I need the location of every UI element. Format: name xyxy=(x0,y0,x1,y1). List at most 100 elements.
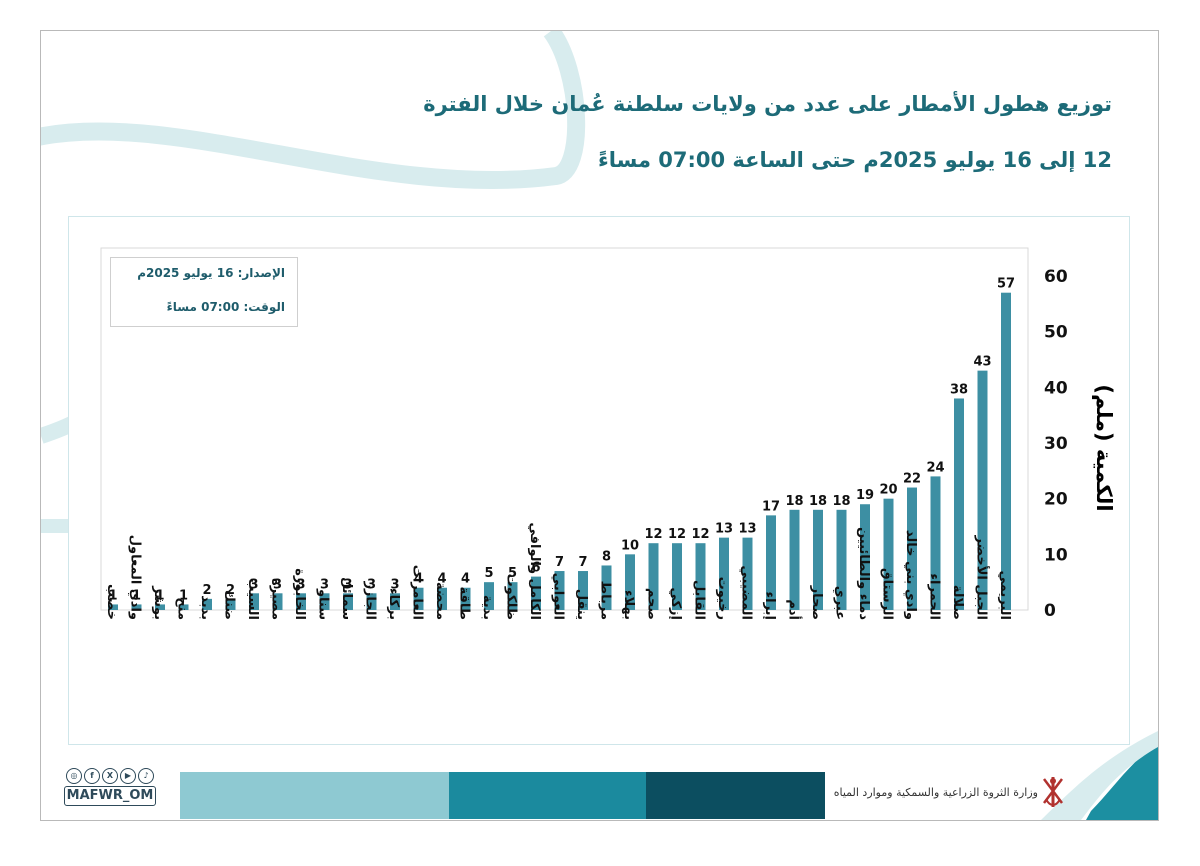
bar-11 xyxy=(343,593,353,610)
bar-value-label: 17 xyxy=(762,499,780,514)
deco-corner-right xyxy=(1086,743,1158,820)
tiktok-icon[interactable]: ♪ xyxy=(138,768,154,784)
bar-23 xyxy=(625,554,635,610)
bar-value-label: 8 xyxy=(602,549,611,564)
y-tick-label: 40 xyxy=(1044,378,1068,398)
y-tick-label: 50 xyxy=(1044,323,1068,343)
instagram-icon[interactable]: ◎ xyxy=(66,768,82,784)
x-tick-label: الكامل والوافي xyxy=(527,522,542,620)
facebook-icon[interactable]: f xyxy=(84,768,100,784)
bar-value-label: 18 xyxy=(785,494,803,509)
deco-band-left xyxy=(41,519,69,533)
bar-17 xyxy=(484,582,494,610)
x-tick-label: البريمي xyxy=(997,571,1012,620)
bar-value-label: 3 xyxy=(390,577,399,592)
bar-37 xyxy=(954,398,964,610)
bar-1 xyxy=(108,604,118,610)
bar-26 xyxy=(695,543,706,610)
x-tick-label: القابل xyxy=(692,580,707,620)
bar-value-label: 3 xyxy=(320,577,329,592)
bar-19 xyxy=(531,576,541,610)
bar-value-label: 10 xyxy=(621,538,639,553)
bar-32 xyxy=(836,509,847,610)
x-tick-label: العوابي xyxy=(551,573,566,620)
bar-value-label: 6 xyxy=(531,561,540,576)
x-tick-label: إزكي xyxy=(668,587,683,620)
bar-value-label: 1 xyxy=(108,588,117,603)
x-tick-label: سناو xyxy=(316,588,331,620)
bar-13 xyxy=(390,593,400,610)
bar-22 xyxy=(601,565,612,610)
x-tick-label: صلالة xyxy=(950,585,965,620)
x-tick-label: الجازر xyxy=(363,580,378,620)
bar-value-label: 5 xyxy=(508,566,517,581)
bar-27 xyxy=(719,537,729,610)
x-tick-label: الحمراء xyxy=(927,573,942,620)
bar-21 xyxy=(578,571,588,610)
bar-value-label: 22 xyxy=(903,472,921,487)
x-tick-label: صحم xyxy=(645,588,660,620)
footer-bar-mid xyxy=(448,772,646,819)
y-tick-label: 30 xyxy=(1044,434,1068,454)
bar-value-label: 57 xyxy=(997,277,1015,292)
x-tick-label: مرباط xyxy=(598,581,613,620)
bar-value-label: 38 xyxy=(950,382,968,397)
x-tick-label: بدية xyxy=(480,595,495,620)
bar-value-label: 7 xyxy=(555,555,564,570)
bar-value-label: 12 xyxy=(644,527,662,542)
x-tick-label: ظلكوت xyxy=(504,574,519,620)
bar-value-label: 19 xyxy=(856,488,874,503)
x-tick-label: وادي بني خالد xyxy=(903,530,918,620)
bar-value-label: 3 xyxy=(273,577,282,592)
bar-5 xyxy=(202,598,212,610)
bar-30 xyxy=(789,509,800,610)
deco-corner-right-light xyxy=(1041,731,1158,820)
x-tick-label: العامرات xyxy=(410,565,425,620)
x-icon[interactable]: X xyxy=(102,768,118,784)
footer-color-bars xyxy=(180,772,825,819)
x-tick-label: السيب xyxy=(245,578,260,620)
x-tick-label: عبري xyxy=(833,586,848,620)
bar-25 xyxy=(672,543,682,610)
bar-34 xyxy=(883,498,894,610)
x-tick-label: محضة xyxy=(433,582,448,620)
footer-bar-light xyxy=(180,772,449,819)
bar-2 xyxy=(131,604,142,610)
bar-38 xyxy=(977,370,988,610)
bar-value-label: 24 xyxy=(926,460,944,475)
issue-time: الوقت: 07:00 مساءً xyxy=(166,300,285,314)
bar-value-label: 3 xyxy=(367,577,376,592)
x-tick-label: صحار xyxy=(809,585,824,620)
x-tick-label: المضيبي xyxy=(739,565,754,620)
oman-emblem-icon xyxy=(1043,777,1063,807)
x-tick-label: الخابورة xyxy=(292,568,307,620)
issue-info-box: الإصدار: 16 يوليو 2025م الوقت: 07:00 مسا… xyxy=(110,257,298,327)
bar-8 xyxy=(272,593,283,610)
bar-28 xyxy=(742,537,753,610)
bar-7 xyxy=(249,593,259,610)
bar-10 xyxy=(319,593,330,610)
bar-value-label: 2 xyxy=(226,583,235,598)
x-tick-label: بدبد xyxy=(198,595,213,620)
bar-value-label: 12 xyxy=(668,527,686,542)
deco-arc-top xyxy=(41,31,586,190)
x-tick-label: أدم xyxy=(786,599,803,620)
bar-36 xyxy=(930,476,941,610)
x-tick-label: طاقة xyxy=(457,586,472,620)
bar-18 xyxy=(507,582,518,610)
title-line-2: 12 إلى 16 يوليو 2025م حتى الساعة 07:00 م… xyxy=(597,148,1112,172)
bar-value-label: 18 xyxy=(809,494,827,509)
social-handle[interactable]: MAFWR_OM xyxy=(64,786,156,806)
bar-33 xyxy=(860,504,870,610)
x-tick-label: الرستاق xyxy=(880,568,895,620)
y-axis-label: الكمية (ملم) xyxy=(1092,384,1116,512)
x-tick-label: بهلاء xyxy=(621,590,636,620)
bar-value-label: 1 xyxy=(179,588,188,603)
youtube-icon[interactable]: ▶ xyxy=(120,768,136,784)
bar-29 xyxy=(766,515,776,610)
bar-12 xyxy=(366,593,377,610)
x-tick-label: وادي المعاول xyxy=(128,535,143,620)
bar-value-label: 43 xyxy=(973,355,991,370)
x-tick-label: رخيوت xyxy=(715,577,730,620)
